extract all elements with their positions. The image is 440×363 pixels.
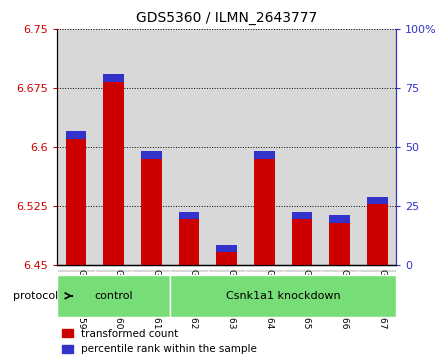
Bar bbox=[367, 204, 388, 265]
Text: GSM1278267: GSM1278267 bbox=[377, 269, 386, 329]
Text: GSM1278262: GSM1278262 bbox=[189, 269, 198, 329]
Bar bbox=[57, 269, 95, 272]
Text: GSM1278261: GSM1278261 bbox=[151, 269, 160, 329]
Text: GSM1278266: GSM1278266 bbox=[340, 269, 348, 329]
Bar bbox=[216, 245, 237, 252]
Bar bbox=[254, 159, 275, 265]
Bar bbox=[208, 269, 246, 272]
Bar bbox=[179, 219, 199, 265]
Bar bbox=[132, 269, 170, 272]
Bar bbox=[329, 216, 350, 223]
Bar bbox=[141, 159, 161, 265]
Bar bbox=[292, 212, 312, 219]
Bar bbox=[246, 269, 283, 272]
Text: control: control bbox=[94, 291, 133, 301]
Text: GSM1278265: GSM1278265 bbox=[302, 269, 311, 329]
Bar bbox=[66, 139, 86, 265]
Legend: transformed count, percentile rank within the sample: transformed count, percentile rank withi… bbox=[62, 329, 257, 354]
Bar bbox=[141, 151, 161, 159]
Bar bbox=[95, 269, 132, 272]
Text: GSM1278259: GSM1278259 bbox=[76, 269, 85, 329]
Bar bbox=[179, 212, 199, 219]
Title: GDS5360 / ILMN_2643777: GDS5360 / ILMN_2643777 bbox=[136, 11, 317, 25]
Bar bbox=[358, 269, 396, 272]
Bar bbox=[103, 82, 124, 265]
Bar bbox=[57, 274, 170, 317]
Bar bbox=[216, 252, 237, 265]
Text: Csnk1a1 knockdown: Csnk1a1 knockdown bbox=[226, 291, 341, 301]
Text: protocol: protocol bbox=[13, 291, 58, 301]
Text: GSM1278260: GSM1278260 bbox=[114, 269, 123, 329]
Text: GSM1278264: GSM1278264 bbox=[264, 269, 273, 329]
Bar bbox=[329, 223, 350, 265]
Bar bbox=[367, 197, 388, 204]
Bar bbox=[254, 151, 275, 159]
Bar bbox=[170, 269, 208, 272]
Bar bbox=[103, 74, 124, 82]
Bar bbox=[170, 274, 396, 317]
Bar bbox=[292, 219, 312, 265]
Text: GSM1278263: GSM1278263 bbox=[227, 269, 235, 329]
Bar bbox=[321, 269, 358, 272]
Bar bbox=[283, 269, 321, 272]
Bar bbox=[66, 131, 86, 139]
